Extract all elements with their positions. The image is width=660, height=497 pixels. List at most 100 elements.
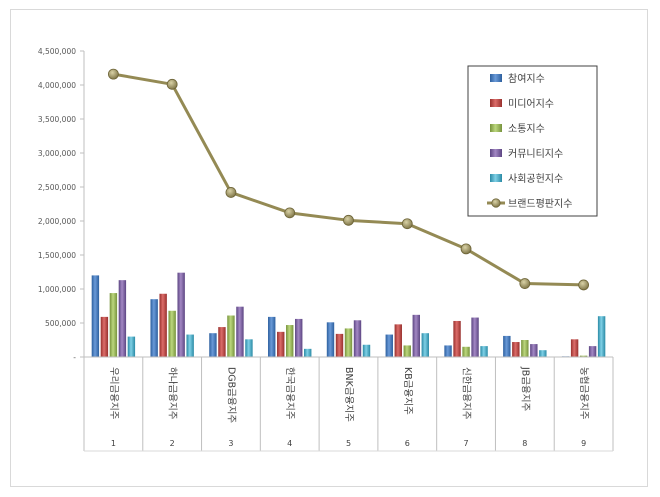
bar-2-4 xyxy=(277,331,285,357)
bar-2-1 xyxy=(100,316,109,357)
legend-swatch-4 xyxy=(490,149,502,157)
bar-5-6 xyxy=(421,333,429,357)
bar-3-7 xyxy=(462,346,470,357)
y-tick-label: 3,500,000 xyxy=(38,115,76,124)
bar-3-4 xyxy=(286,325,294,357)
x-index-label: 6 xyxy=(405,439,410,448)
bar-4-4 xyxy=(295,318,303,357)
bar-5-1 xyxy=(127,336,136,357)
brand-index-point-8 xyxy=(519,278,531,289)
y-tick-label: 2,500,000 xyxy=(38,183,76,192)
legend-label-1: 참여지수 xyxy=(508,73,545,85)
legend-swatch-marker xyxy=(491,198,501,208)
x-category-label: 우리금융지주 xyxy=(108,367,119,420)
y-tick-label: 500,000 xyxy=(45,319,76,328)
bar-2-2 xyxy=(159,293,167,357)
y-tick-label: 1,000,000 xyxy=(38,285,76,294)
bar-3-2 xyxy=(168,310,176,357)
x-category-label: DGB금융지주 xyxy=(225,367,236,423)
x-index-label: 8 xyxy=(522,439,527,448)
bar-1-8 xyxy=(503,335,511,357)
bar-5-4 xyxy=(304,348,312,357)
bar-2-6 xyxy=(394,324,402,357)
bar-1-4 xyxy=(268,316,276,357)
brand-index-point-7 xyxy=(460,243,472,255)
bar-2-3 xyxy=(218,327,226,357)
y-tick-label: 2,000,000 xyxy=(38,217,76,226)
y-tick-label: - xyxy=(73,353,76,362)
bar-3-8 xyxy=(521,340,529,357)
legend-box xyxy=(467,65,598,217)
axes: - 500,000 1,000,000 1,500,000 2,000,000 2,500… xyxy=(38,47,85,362)
bar-5-7 xyxy=(480,346,488,357)
bar-5-9 xyxy=(597,316,606,357)
legend-swatch-2 xyxy=(490,99,502,107)
x-index-label: 4 xyxy=(287,439,292,448)
x-index-label: 2 xyxy=(170,439,175,448)
y-tick-label: 4,500,000 xyxy=(38,47,76,56)
brand-index-point-6 xyxy=(401,218,413,230)
brand-index-point-9 xyxy=(578,279,590,291)
x-category-label: BNK금융지주 xyxy=(343,367,354,422)
x-category-label: KB금융지주 xyxy=(402,367,413,415)
bar-4-3 xyxy=(236,306,244,357)
y-tick-label: 1,500,000 xyxy=(38,251,76,260)
bar-1-1 xyxy=(91,275,100,357)
bar-4-6 xyxy=(412,314,420,357)
y-tick-label: 3,000,000 xyxy=(38,149,76,158)
bar-5-5 xyxy=(362,344,371,357)
bar-5-8 xyxy=(539,350,547,357)
bar-3-6 xyxy=(403,345,411,357)
bar-4-5 xyxy=(353,320,362,357)
bar-1-3 xyxy=(209,333,217,357)
bar-3-3 xyxy=(227,315,235,357)
x-axis: 우리금융지주 1 하나금융지주 2 DGB금융지주 3 한국금융지주 4 BNK금융지주 5 KB금… xyxy=(83,356,614,452)
x-index-label: 3 xyxy=(228,439,233,448)
bar-3-1 xyxy=(109,293,118,357)
legend-label-2: 미디어지수 xyxy=(508,98,554,110)
x-category-label: 한국금융지주 xyxy=(284,367,295,420)
bar-2-5 xyxy=(335,333,344,357)
legend-label-4: 커뮤니티지수 xyxy=(508,148,563,160)
bar-4-9 xyxy=(588,346,597,357)
y-tick-label: 4,000,000 xyxy=(38,81,76,90)
legend-swatch-3 xyxy=(490,124,502,132)
legend-swatch-5 xyxy=(490,174,502,182)
legend-swatch-1 xyxy=(490,74,502,82)
x-index-label: 9 xyxy=(581,439,586,448)
bar-2-9 xyxy=(570,339,579,357)
x-index-label: 7 xyxy=(464,439,469,448)
legend-label-6: 브랜드평판지수 xyxy=(508,198,572,210)
bar-4-1 xyxy=(118,280,127,357)
line-series xyxy=(107,68,590,291)
bar-1-7 xyxy=(444,345,452,357)
bar-4-7 xyxy=(471,317,479,357)
x-category-label: JB금융지주 xyxy=(519,366,530,412)
bar-4-8 xyxy=(530,344,538,357)
bar-2-7 xyxy=(453,320,461,357)
x-category-label: 신한금융지주 xyxy=(461,367,472,420)
bar-3-9 xyxy=(579,355,588,357)
bar-5-3 xyxy=(245,339,253,357)
x-category-label: 농협금융지주 xyxy=(578,367,590,420)
brand-index-point-3 xyxy=(225,187,237,198)
bar-2-8 xyxy=(512,342,520,357)
bar-1-5 xyxy=(326,322,335,357)
bar-1-6 xyxy=(385,334,393,357)
bar-1-2 xyxy=(150,299,158,357)
x-index-label: 5 xyxy=(346,439,351,448)
brand-index-point-1 xyxy=(107,68,119,80)
x-category-label: 하나금융지주 xyxy=(167,367,179,420)
bar-4-2 xyxy=(177,272,185,357)
brand-index-point-4 xyxy=(284,207,296,219)
bar-5-2 xyxy=(186,334,194,357)
legend-label-5: 사회공헌지수 xyxy=(508,173,563,185)
legend-label-3: 소통지수 xyxy=(508,123,545,135)
bar-3-5 xyxy=(344,328,353,357)
bars xyxy=(91,272,606,357)
brand-index-point-2 xyxy=(166,78,178,90)
brand-index-point-5 xyxy=(343,214,354,226)
x-index-label: 1 xyxy=(111,439,116,448)
